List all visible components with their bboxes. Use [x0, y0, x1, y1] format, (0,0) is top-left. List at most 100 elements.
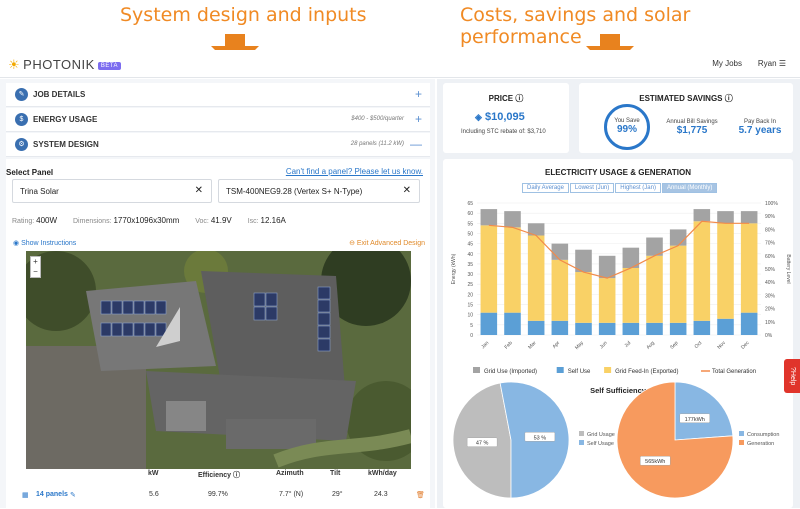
pie-label: 565kWh	[645, 459, 665, 465]
y-tick-label: 5	[470, 323, 473, 329]
spec-key: Voc:	[195, 218, 209, 225]
bar-grid-feed-in-exported-	[646, 255, 663, 323]
zoom-in-button[interactable]: +	[33, 257, 38, 266]
bar-self-use	[527, 320, 545, 335]
beta-badge: BETA	[97, 61, 122, 70]
menu-icon: ☰	[778, 59, 786, 68]
left-panel: ✎ JOB DETAILS + $ ENERGY USAGE $400 - $500/q…	[0, 79, 435, 509]
tab-lowest[interactable]: Lowest (Jun)	[569, 183, 615, 193]
self-sufficiency-title: Self Sufficiency	[590, 386, 647, 395]
array-label[interactable]: 14 panels	[36, 491, 68, 498]
help-label: Help	[789, 370, 796, 386]
y-tick-label: 60	[467, 211, 473, 217]
spec-key: Isc:	[247, 218, 259, 225]
bar-self-use	[693, 320, 711, 335]
bar-grid-feed-in-exported-	[527, 235, 545, 321]
pie-label-box	[524, 432, 556, 442]
panel-model-select[interactable]: TSM-400NEG9.28 (Vertex S+ N-Type) ✕	[218, 179, 420, 203]
price-title-label: PRICE	[488, 94, 514, 103]
y-tick-label: 30	[467, 272, 473, 278]
pie-slice	[616, 381, 734, 499]
spec-key: Rating:	[12, 218, 35, 225]
usage-generation-card: ELECTRICITY USAGE & GENERATION Daily Ave…	[443, 159, 793, 508]
accordion-system-design[interactable]: ⚙ SYSTEM DESIGN 28 panels (11.2 kW) —	[6, 133, 430, 157]
clear-icon[interactable]: ✕	[194, 185, 203, 196]
expand-icon[interactable]: +	[414, 112, 422, 126]
map-zoom-control[interactable]: + −	[30, 256, 41, 278]
my-jobs-link[interactable]: My Jobs	[712, 59, 742, 68]
y2-tick-label: 100%	[765, 201, 778, 207]
help-circle-icon[interactable]: ⓘ	[515, 94, 524, 103]
bar-self-use	[598, 322, 616, 335]
accordion-job-details[interactable]: ✎ JOB DETAILS +	[6, 83, 430, 107]
roof-satellite-map[interactable]	[26, 251, 411, 469]
y-tick-label: 0	[470, 333, 473, 339]
dollar-icon: $	[15, 113, 28, 126]
bar-grid-feed-in-exported-	[575, 272, 592, 323]
cell-tilt: 29°	[332, 491, 343, 498]
help-tab[interactable]: ?Help	[784, 359, 800, 393]
y2-tick-label: 10%	[765, 320, 776, 326]
accordion-energy-usage[interactable]: $ ENERGY USAGE $400 - $500/quarter +	[6, 108, 430, 132]
tab-annual[interactable]: Annual (Monthly)	[661, 183, 718, 193]
usage-bar-chart: 0 5 10 15 20 25 30 35 40 45 50 55 60 65 0% 10% 20% 30% 40%…	[451, 201, 791, 395]
price-value: ◈ $10,095	[475, 111, 525, 123]
x-tick-label: Feb	[504, 340, 514, 350]
accordion-label: JOB DETAILS	[33, 90, 86, 99]
annual-savings-value: $1,775	[676, 125, 708, 136]
legend-label: Grid Use (Imported)	[484, 369, 537, 375]
price-card: PRICE ⓘ ◈ $10,095 Including STC rebate o…	[443, 83, 569, 153]
help-circle-icon[interactable]: ⓘ	[724, 94, 733, 103]
annual-savings-label: Annual Bill Savings	[666, 119, 718, 125]
cant-find-panel-link[interactable]: Can't find a panel? Please let us know.	[285, 167, 423, 176]
x-tick-label: Aug	[645, 340, 656, 351]
bar-self-use	[669, 322, 687, 335]
edit-icon[interactable]: ✎	[70, 492, 76, 499]
show-instructions-link[interactable]: ◉ Show Instructions	[13, 239, 76, 247]
collapse-icon[interactable]: —	[410, 137, 422, 151]
tag-icon: ◈	[475, 112, 482, 122]
top-bar: ☀ PHOTONIK BETA My Jobs Ryan ☰	[0, 50, 800, 78]
y2-tick-label: 70%	[765, 241, 776, 247]
bar-grid-feed-in-exported-	[669, 245, 687, 323]
bar-grid-use-imported-	[598, 255, 616, 279]
clear-icon[interactable]: ✕	[402, 185, 411, 196]
bar-grid-feed-in-exported-	[504, 227, 521, 313]
y-tick-label: 65	[467, 201, 473, 207]
zoom-out-button[interactable]: −	[33, 267, 38, 276]
expand-icon[interactable]: +	[414, 87, 422, 101]
annual-savings: Annual Bill Savings $1,775	[657, 119, 727, 136]
exit-advanced-design-link[interactable]: ⊖ Exit Advanced Design	[349, 239, 425, 247]
y-tick-label: 55	[467, 221, 473, 227]
user-menu[interactable]: Ryan ☰	[758, 59, 786, 68]
x-tick-label: Nov	[716, 340, 727, 351]
delete-icon[interactable]: 🗑	[416, 492, 425, 499]
x-tick-label: Dec	[740, 340, 751, 351]
column-header: kWh/day	[368, 470, 397, 477]
legend-swatch	[473, 367, 480, 373]
you-save-value: 99%	[616, 124, 637, 135]
bar-grid-use-imported-	[646, 237, 663, 256]
price-title: PRICE ⓘ	[443, 93, 569, 104]
brand-name: PHOTONIK	[23, 57, 95, 72]
brand-logo[interactable]: ☀ PHOTONIK BETA	[8, 57, 122, 73]
tab-daily-average[interactable]: Daily Average	[522, 183, 569, 193]
select-panel-label: Select Panel	[6, 168, 54, 177]
y2-tick-label: 30%	[765, 293, 776, 299]
payback-value: 5.7 years	[738, 125, 782, 136]
panel-brand-select[interactable]: Trina Solar ✕	[12, 179, 212, 203]
exit-icon: ⊖	[349, 240, 355, 247]
y2-tick-label: 50%	[765, 267, 776, 273]
legend-label: Generation	[747, 441, 774, 447]
pie-label: 47 %	[476, 441, 489, 447]
spec-value: 41.9V	[210, 216, 232, 225]
spec-value: 12.16A	[260, 216, 286, 225]
legend-label: Self Usage	[587, 441, 614, 447]
table-row[interactable]: ▦ 14 panels ✎ 5.6 99.7% 7.7° (N) 29° 24.…	[12, 488, 426, 502]
x-tick-label: Sep	[669, 340, 680, 351]
info-icon[interactable]: ⓘ	[233, 472, 241, 479]
pie-label: 53 %	[534, 435, 547, 441]
tab-highest[interactable]: Highest (Jan)	[615, 183, 661, 193]
cell-azimuth: 7.7° (N)	[279, 491, 304, 498]
y-tick-label: 10	[467, 313, 473, 319]
